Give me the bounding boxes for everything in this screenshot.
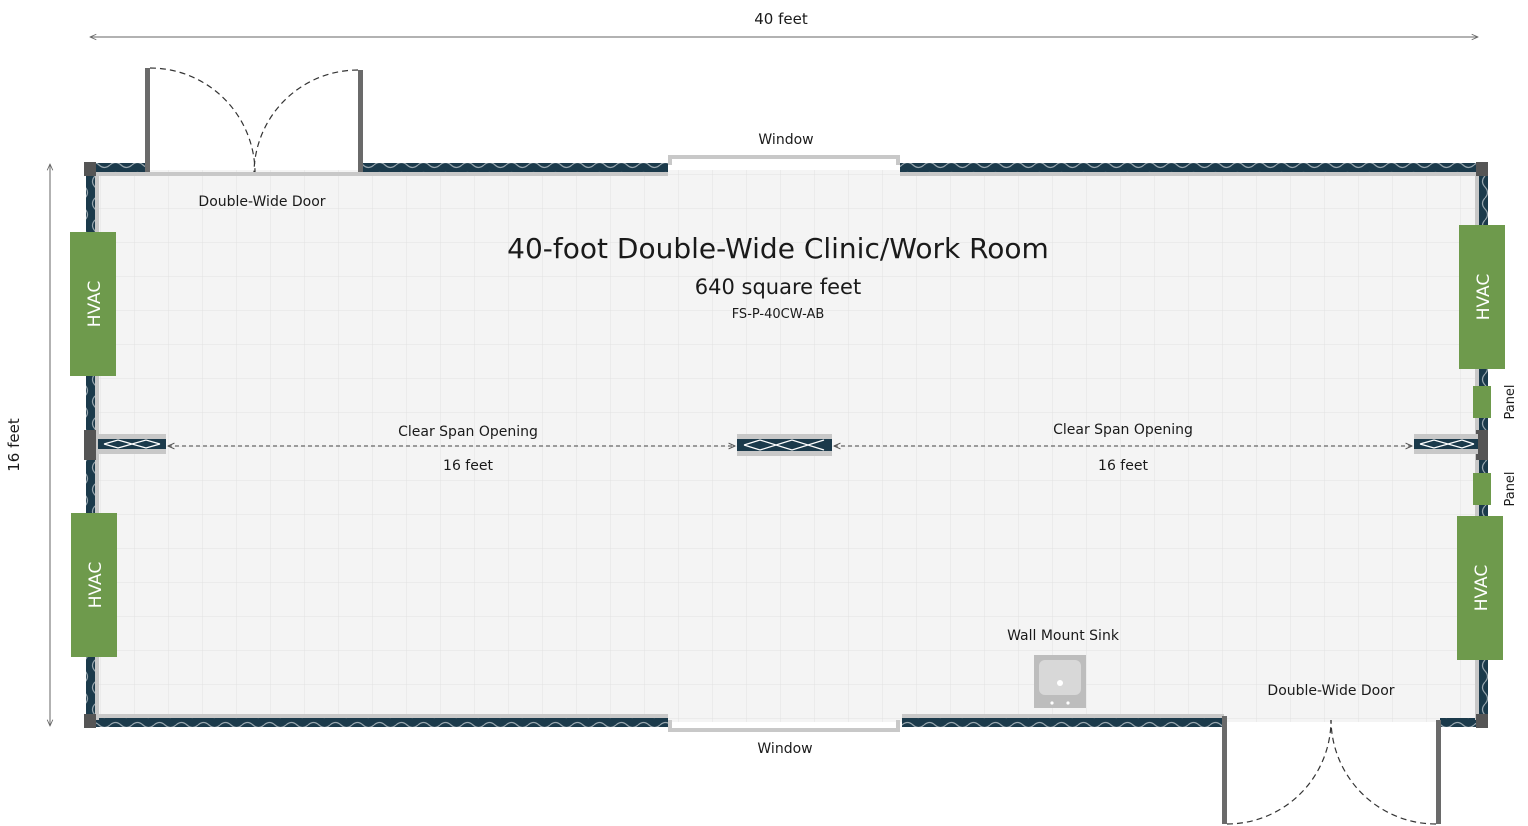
room-title: 40-foot Double-Wide Clinic/Work Room	[507, 232, 1049, 265]
span-right-size: 16 feet	[1098, 458, 1148, 474]
window-icon	[668, 155, 900, 165]
window-icon	[668, 720, 900, 732]
sink-icon[interactable]	[1034, 655, 1086, 708]
sink-label: Wall Mount Sink	[1007, 628, 1120, 644]
svg-text:HVAC: HVAC	[1474, 274, 1494, 321]
svg-text:HVAC: HVAC	[85, 281, 105, 328]
hvac-unit-icon[interactable]: HVAC	[71, 513, 117, 657]
corner-post-bl	[84, 714, 96, 728]
span-left-label: Clear Span Opening	[398, 424, 538, 440]
double-swing-door-icon[interactable]	[145, 67, 363, 173]
wall-bottom-mid	[902, 718, 1224, 727]
room-model: FS-P-40CW-AB	[732, 307, 825, 322]
svg-text:Panel: Panel	[1503, 471, 1518, 506]
wall-trim-top	[94, 172, 668, 176]
mid-post-right	[1476, 430, 1488, 460]
height-dimension-label: 16 feet	[5, 418, 23, 472]
electrical-panel-icon[interactable]: Panel	[1473, 471, 1518, 507]
door-top-label: Double-Wide Door	[198, 194, 325, 210]
corner-post-tl	[84, 162, 96, 176]
wall-trim-top-right	[900, 172, 1480, 176]
wall-bottom-left	[88, 718, 668, 727]
electrical-panel-icon[interactable]: Panel	[1473, 384, 1518, 420]
wall-trim-bottom-mid	[902, 714, 1224, 718]
svg-text:HVAC: HVAC	[86, 562, 106, 609]
corner-post-tr	[1476, 162, 1488, 176]
clear-span-post-center	[737, 434, 832, 456]
width-dimension-label: 40 feet	[754, 10, 808, 28]
svg-text:HVAC: HVAC	[1472, 565, 1492, 612]
hvac-unit-icon[interactable]: HVAC	[1459, 225, 1505, 369]
mid-post-left	[84, 430, 96, 460]
corner-post-br	[1476, 714, 1488, 728]
wall-trim-left	[95, 172, 99, 720]
window-bottom-label: Window	[757, 741, 812, 757]
hvac-unit-icon[interactable]: HVAC	[1457, 516, 1503, 660]
room-area: 640 square feet	[695, 275, 861, 299]
svg-text:Panel: Panel	[1503, 384, 1518, 419]
wall-top-right	[900, 163, 1486, 172]
door-bottom-label: Double-Wide Door	[1267, 683, 1394, 699]
span-left-size: 16 feet	[443, 458, 493, 474]
hvac-unit-icon[interactable]: HVAC	[70, 232, 116, 376]
double-swing-door-icon[interactable]	[1222, 716, 1441, 825]
clear-span-post-left	[98, 434, 166, 454]
span-right-label: Clear Span Opening	[1053, 422, 1193, 438]
wall-top-left	[88, 163, 146, 172]
window-top-label: Window	[758, 132, 813, 148]
clear-span-post-right	[1414, 434, 1478, 454]
wall-trim-bottom	[94, 714, 668, 718]
wall-bottom-right	[1440, 718, 1486, 727]
wall-top-mid	[362, 163, 668, 172]
